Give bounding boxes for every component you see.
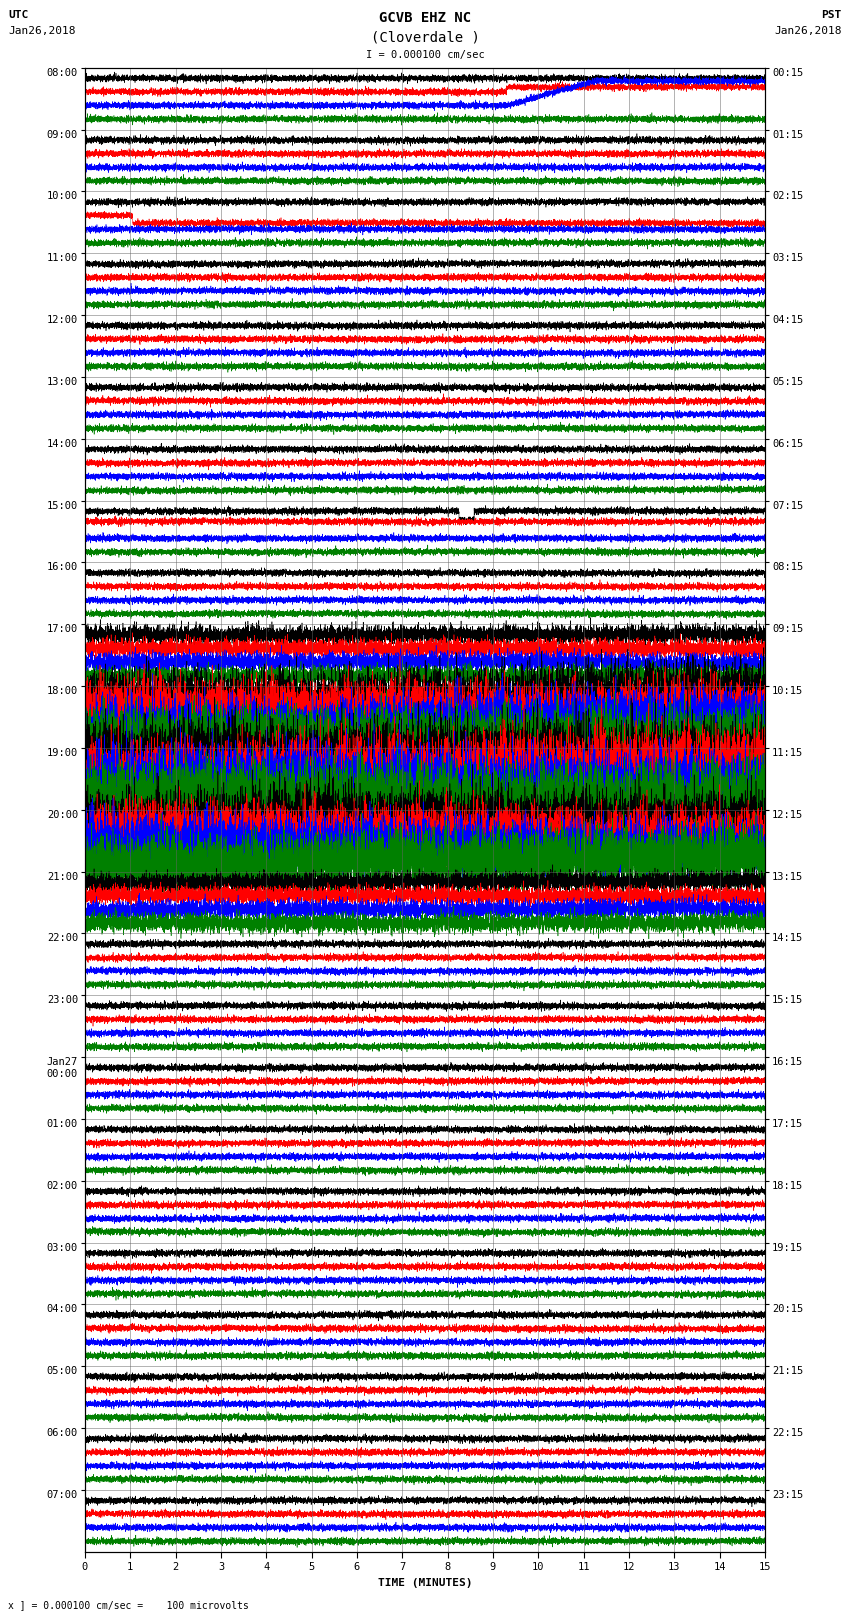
Text: UTC: UTC bbox=[8, 10, 29, 19]
Text: GCVB EHZ NC: GCVB EHZ NC bbox=[379, 11, 471, 26]
Text: I = 0.000100 cm/sec: I = 0.000100 cm/sec bbox=[366, 50, 484, 60]
Text: (Cloverdale ): (Cloverdale ) bbox=[371, 31, 479, 45]
Text: Jan26,2018: Jan26,2018 bbox=[8, 26, 76, 35]
Text: x ] = 0.000100 cm/sec =    100 microvolts: x ] = 0.000100 cm/sec = 100 microvolts bbox=[8, 1600, 249, 1610]
Text: Jan26,2018: Jan26,2018 bbox=[774, 26, 842, 35]
X-axis label: TIME (MINUTES): TIME (MINUTES) bbox=[377, 1578, 473, 1587]
Text: PST: PST bbox=[821, 10, 842, 19]
